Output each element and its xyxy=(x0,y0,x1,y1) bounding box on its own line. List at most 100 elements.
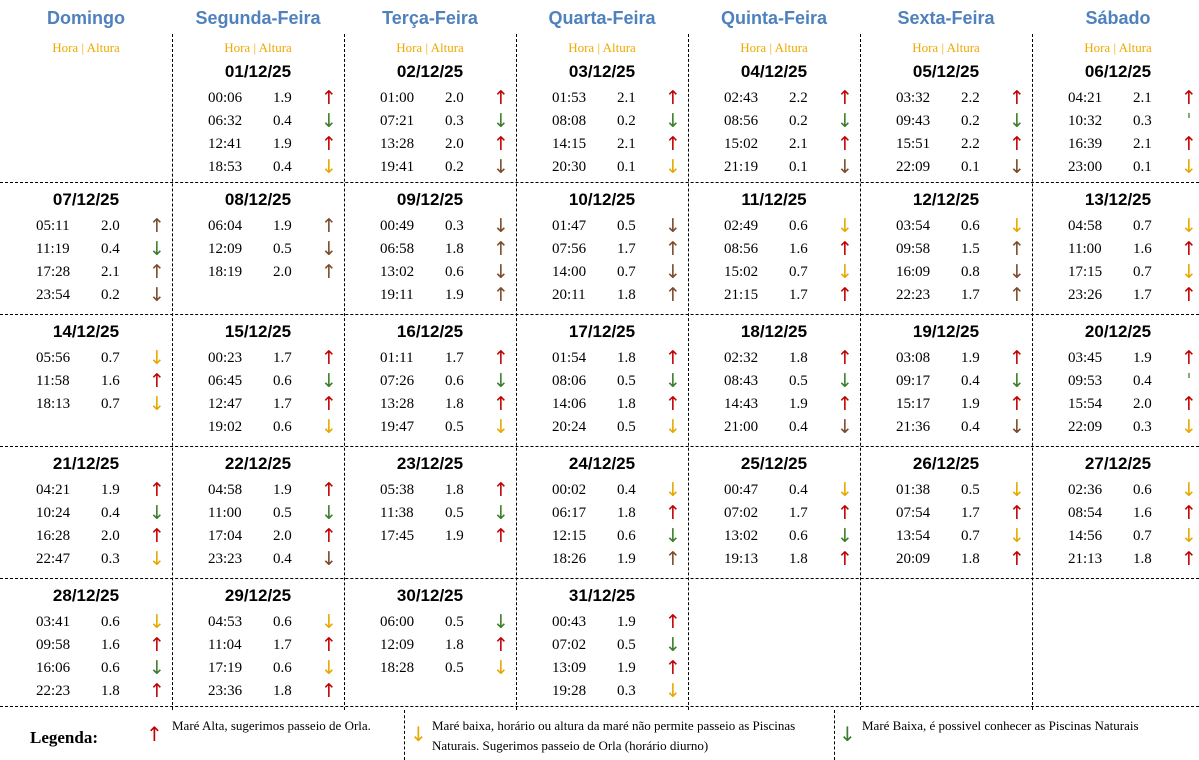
tide-time: 12:41 xyxy=(208,136,243,152)
tide-height: 0.1 xyxy=(1133,159,1152,175)
date-label: 18/12/25 xyxy=(740,322,808,341)
up-arrow-icon: ↑ xyxy=(493,347,509,369)
tide-height: 2.0 xyxy=(273,264,292,280)
tide-time: 18:13 xyxy=(36,396,71,412)
tide-height: 0.5 xyxy=(445,660,464,676)
tide-row: 03:45 1.9 ↑ xyxy=(1068,347,1199,369)
tide-row: 03:32 2.2 ↑ xyxy=(896,87,1032,109)
tide-height: 2.0 xyxy=(101,218,120,234)
tide-time: 10:32 xyxy=(1068,113,1103,129)
tide-row: 11:58 1.6 ↑ xyxy=(36,370,172,392)
up-arrow-icon: ↑ xyxy=(321,87,337,109)
day-cell: 10/12/25 01:47 0.5 ↓ 07:56 1.7 ↑ 14:00 0.7 ↓ 20:11… xyxy=(516,186,688,318)
tide-time: 15:02 xyxy=(724,136,759,152)
tide-time: 18:28 xyxy=(380,660,415,676)
date-label: 05/12/25 xyxy=(912,62,980,81)
tide-row: 06:32 0.4 ↓ xyxy=(208,110,344,132)
tick-mark-icon: ˈ xyxy=(1186,110,1192,132)
day-cell: 08/12/25 06:04 1.9 ↑ 12:09 0.5 ↓ 18:19 2.0 ↑ xyxy=(172,186,344,318)
tide-height: 1.8 xyxy=(445,637,464,653)
tide-height: 1.7 xyxy=(789,287,808,303)
tide-time: 03:08 xyxy=(896,350,931,366)
tide-time: 08:43 xyxy=(724,373,759,389)
tide-time: 01:38 xyxy=(896,482,931,498)
up-arrow-icon: ↑ xyxy=(321,347,337,369)
date-label: 29/12/25 xyxy=(224,586,292,605)
up-arrow-icon: ↑ xyxy=(1009,87,1025,109)
tide-time: 15:02 xyxy=(724,264,759,280)
tide-height: 0.1 xyxy=(789,159,808,175)
tide-row: 20:24 0.5 ↓ xyxy=(552,416,688,438)
tide-height: 1.8 xyxy=(789,350,808,366)
tide-time: 22:09 xyxy=(896,159,931,175)
tide-height: 0.4 xyxy=(101,505,120,521)
down-arrow-icon: ↓ xyxy=(665,634,681,656)
tide-time: 23:23 xyxy=(208,551,243,567)
up-arrow-icon: ↑ xyxy=(665,284,681,306)
up-arrow-icon: ↑ xyxy=(1009,393,1025,415)
tide-height: 1.6 xyxy=(101,637,120,653)
tide-row: 06:04 1.9 ↑ xyxy=(208,215,344,237)
tide-row: 07:21 0.3 ↓ xyxy=(380,110,516,132)
tide-height: 0.7 xyxy=(617,264,636,280)
tide-time: 21:36 xyxy=(896,419,931,435)
tide-time: 22:23 xyxy=(896,287,931,303)
tide-height: 2.0 xyxy=(101,528,120,544)
tide-row: 20:11 1.8 ↑ xyxy=(552,284,688,306)
tide-row: 00:47 0.4 ↓ xyxy=(724,479,860,501)
date-label: 04/12/25 xyxy=(740,62,808,81)
tide-row: 12:09 1.8 ↑ xyxy=(380,634,516,656)
tide-row: 07:54 1.7 ↑ xyxy=(896,502,1032,524)
column-divider xyxy=(688,34,689,710)
tide-row: 19:13 1.8 ↑ xyxy=(724,548,860,570)
down-arrow-icon: ↓ xyxy=(1009,156,1025,178)
tide-time: 10:24 xyxy=(36,505,71,521)
tide-height: 1.7 xyxy=(617,241,636,257)
tide-height: 1.9 xyxy=(961,396,980,412)
tide-height: 0.7 xyxy=(1133,528,1152,544)
tide-height: 0.5 xyxy=(445,505,464,521)
date-label: 08/12/25 xyxy=(224,190,292,209)
tide-height: 1.8 xyxy=(961,551,980,567)
tide-time: 15:54 xyxy=(1068,396,1103,412)
up-arrow-icon: ↑ xyxy=(837,238,853,260)
tide-time: 00:49 xyxy=(380,218,415,234)
down-arrow-icon: ↓ xyxy=(321,416,337,438)
day-cell: 15/12/25 00:23 1.7 ↑ 06:45 0.6 ↓ 12:47 1.7 ↑ 19:02… xyxy=(172,318,344,450)
tide-row: 18:26 1.9 ↑ xyxy=(552,548,688,570)
tide-time: 16:28 xyxy=(36,528,71,544)
date-label: 12/12/25 xyxy=(912,190,980,209)
tide-time: 08:56 xyxy=(724,113,759,129)
tide-row: 11:04 1.7 ↑ xyxy=(208,634,344,656)
tide-height: 1.9 xyxy=(101,482,120,498)
down-arrow-icon: ↓ xyxy=(665,416,681,438)
tide-row: 16:09 0.8 ↓ xyxy=(896,261,1032,283)
column-divider xyxy=(516,34,517,710)
tide-height: 1.6 xyxy=(1133,505,1152,521)
tide-time: 05:56 xyxy=(36,350,71,366)
tide-height: 0.5 xyxy=(445,614,464,630)
tide-time: 22:23 xyxy=(36,683,71,699)
tide-height: 1.9 xyxy=(617,660,636,676)
tide-height: 1.8 xyxy=(617,350,636,366)
date-label: 07/12/25 xyxy=(52,190,120,209)
tide-row: 09:58 1.6 ↑ xyxy=(36,634,172,656)
tide-time: 23:54 xyxy=(36,287,71,303)
day-cell: 03/12/25 01:53 2.1 ↑ 08:08 0.2 ↓ 14:15 2.1 ↑ 20:30… xyxy=(516,58,688,182)
tide-row: 11:00 0.5 ↓ xyxy=(208,502,344,524)
down-arrow-icon: ↓ xyxy=(837,416,853,438)
tide-height: 0.7 xyxy=(1133,218,1152,234)
tide-height: 0.6 xyxy=(445,264,464,280)
tide-height: 1.6 xyxy=(789,241,808,257)
tide-time: 11:19 xyxy=(36,241,70,257)
tide-height: 0.6 xyxy=(789,528,808,544)
day-cell: 13/12/25 04:58 0.7 ↓ 11:00 1.6 ↑ 17:15 0.7 ↓ 23:26… xyxy=(1032,186,1199,318)
weekday-header: Domingo Hora | Altura Segunda-Feira Hora | … xyxy=(0,0,1199,64)
day-cell: 12/12/25 03:54 0.6 ↓ 09:58 1.5 ↑ 16:09 0.8 ↓ 22:23… xyxy=(860,186,1032,318)
tide-time: 21:00 xyxy=(724,419,759,435)
tide-time: 08:54 xyxy=(1068,505,1103,521)
tide-row: 20:09 1.8 ↑ xyxy=(896,548,1032,570)
down-arrow-icon: ↓ xyxy=(1009,479,1025,501)
tide-height: 2.0 xyxy=(445,136,464,152)
date-label: 14/12/25 xyxy=(52,322,120,341)
